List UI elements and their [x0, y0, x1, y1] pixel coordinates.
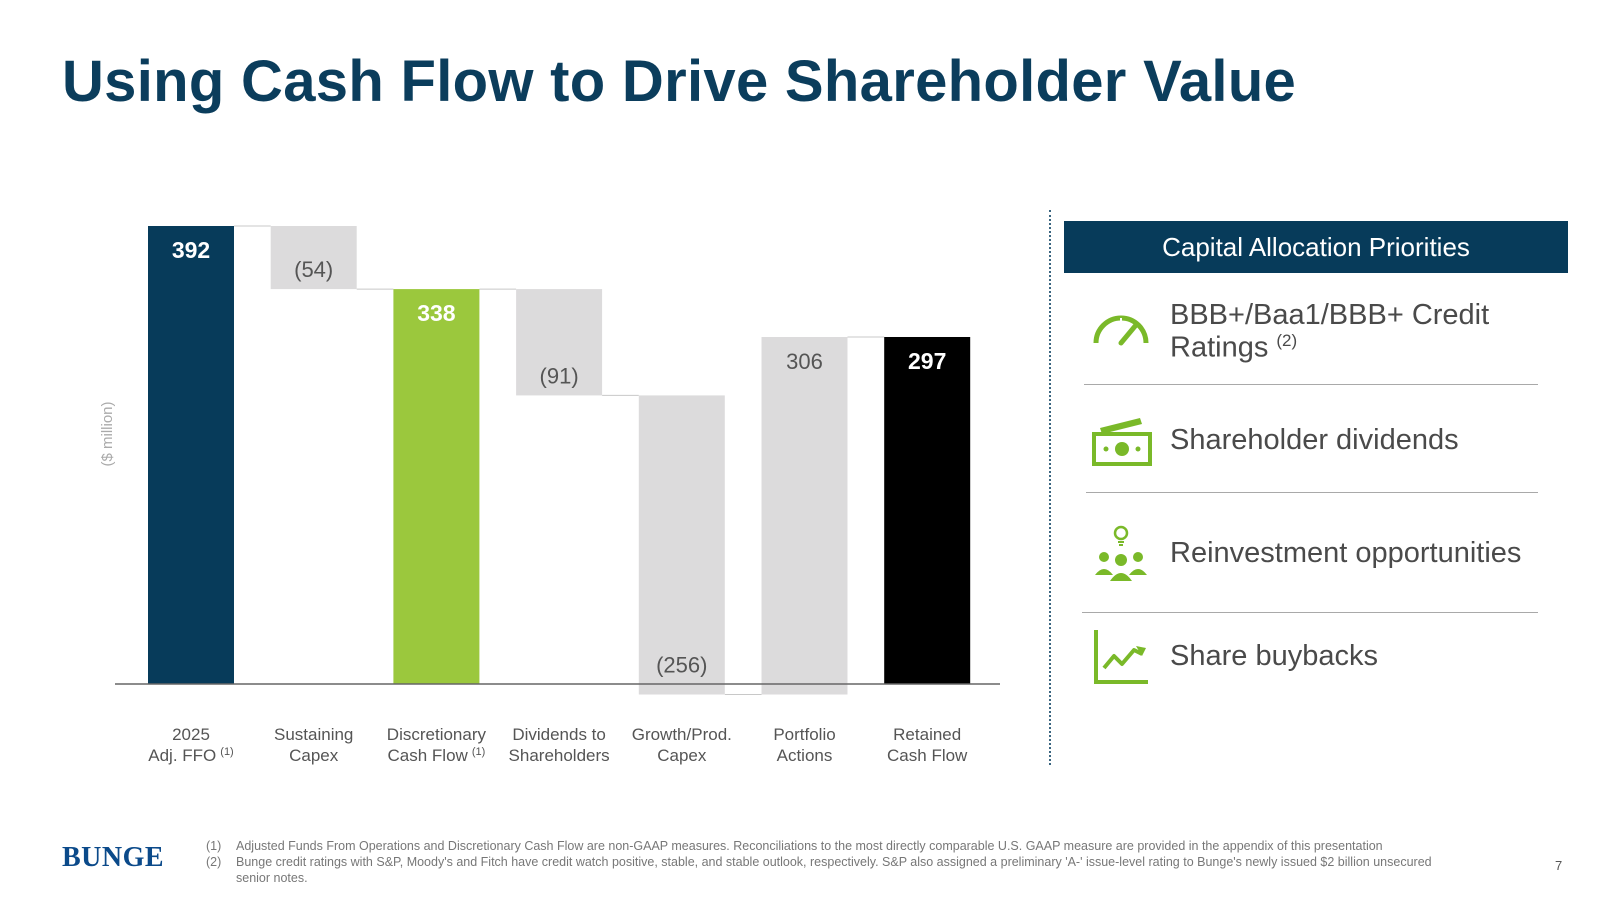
data-label: (256): [656, 653, 707, 678]
bar-4: [638, 395, 725, 695]
priority-label-dividends: Shareholder dividends: [1170, 424, 1459, 457]
page-number: 7: [1555, 858, 1563, 873]
footnote: (2) Bunge credit ratings with S&P, Moody…: [206, 854, 1466, 886]
x-tick-label: Retained: [893, 725, 961, 744]
speedometer-icon: [1093, 315, 1149, 346]
priority-separator: [1084, 384, 1538, 385]
footnotes: (1) Adjusted Funds From Operations and D…: [206, 838, 1466, 886]
bar-0: [148, 226, 234, 684]
money-icon: [1092, 418, 1152, 466]
data-label: 306: [786, 349, 823, 374]
bar-5: [761, 336, 848, 695]
footnote: (1) Adjusted Funds From Operations and D…: [206, 838, 1466, 854]
footnote-marker: (1): [220, 746, 233, 758]
data-label: (91): [540, 363, 579, 388]
x-tick-label: 2025: [172, 725, 210, 744]
bar-2: [393, 289, 480, 684]
priority-footnote-marker: (2): [1276, 330, 1298, 350]
footnote-number: (2): [206, 855, 222, 869]
bar-6: [884, 336, 971, 684]
priorities-header: Capital Allocation Priorities: [1064, 221, 1568, 273]
x-tick-label: Discretionary: [387, 725, 487, 744]
x-tick-label: Cash Flow: [887, 746, 968, 765]
priority-item-dividends: Shareholder dividends: [1090, 410, 1550, 472]
bar-1: [270, 226, 357, 290]
data-label: (54): [294, 257, 333, 282]
x-tick-label: Shareholders: [509, 746, 610, 765]
x-tick-label: Capex: [289, 746, 339, 765]
priority-label-reinvestment: Reinvestment opportunities: [1170, 537, 1522, 570]
data-label: 392: [172, 237, 210, 263]
data-label: 338: [417, 300, 456, 326]
x-tick-label: Cash Flow (1): [388, 746, 486, 765]
x-tick-label: Sustaining: [274, 725, 353, 744]
x-tick-label: Capex: [657, 746, 707, 765]
data-label: 297: [908, 348, 946, 374]
page-title: Using Cash Flow to Drive Shareholder Val…: [62, 49, 1297, 114]
priority-item-reinvestment: Reinvestment opportunities: [1090, 523, 1550, 585]
footnote-text: Bunge credit ratings with S&P, Moody's a…: [236, 855, 1432, 885]
priority-item-buybacks: Share buybacks: [1090, 626, 1550, 688]
priority-separator: [1082, 612, 1538, 613]
footnote-number: (1): [206, 839, 222, 853]
footnote-marker: (1): [472, 746, 485, 758]
x-tick-label: Actions: [777, 746, 833, 765]
footnote-text: Adjusted Funds From Operations and Discr…: [236, 839, 1383, 853]
bar-3: [516, 289, 603, 396]
x-tick-label: Dividends to: [512, 725, 606, 744]
people-idea-icon: [1095, 525, 1147, 581]
y-axis-label: ($ million): [99, 401, 116, 466]
bunge-logo: BUNGE: [62, 842, 165, 873]
priority-label-credit-ratings: BBB+/Baa1/BBB+ Credit Ratings: [1170, 299, 1490, 364]
vertical-divider: [1049, 210, 1051, 765]
x-tick-label: Growth/Prod.: [632, 725, 732, 744]
growth-chart-icon: [1094, 630, 1148, 684]
priority-separator: [1086, 492, 1538, 493]
priority-label-buybacks: Share buybacks: [1170, 640, 1378, 673]
priority-item-credit-ratings: BBB+/Baa1/BBB+ Credit Ratings (2): [1090, 299, 1550, 364]
x-tick-label: Adj. FFO (1): [148, 746, 233, 765]
x-tick-label: Portfolio: [773, 725, 835, 744]
